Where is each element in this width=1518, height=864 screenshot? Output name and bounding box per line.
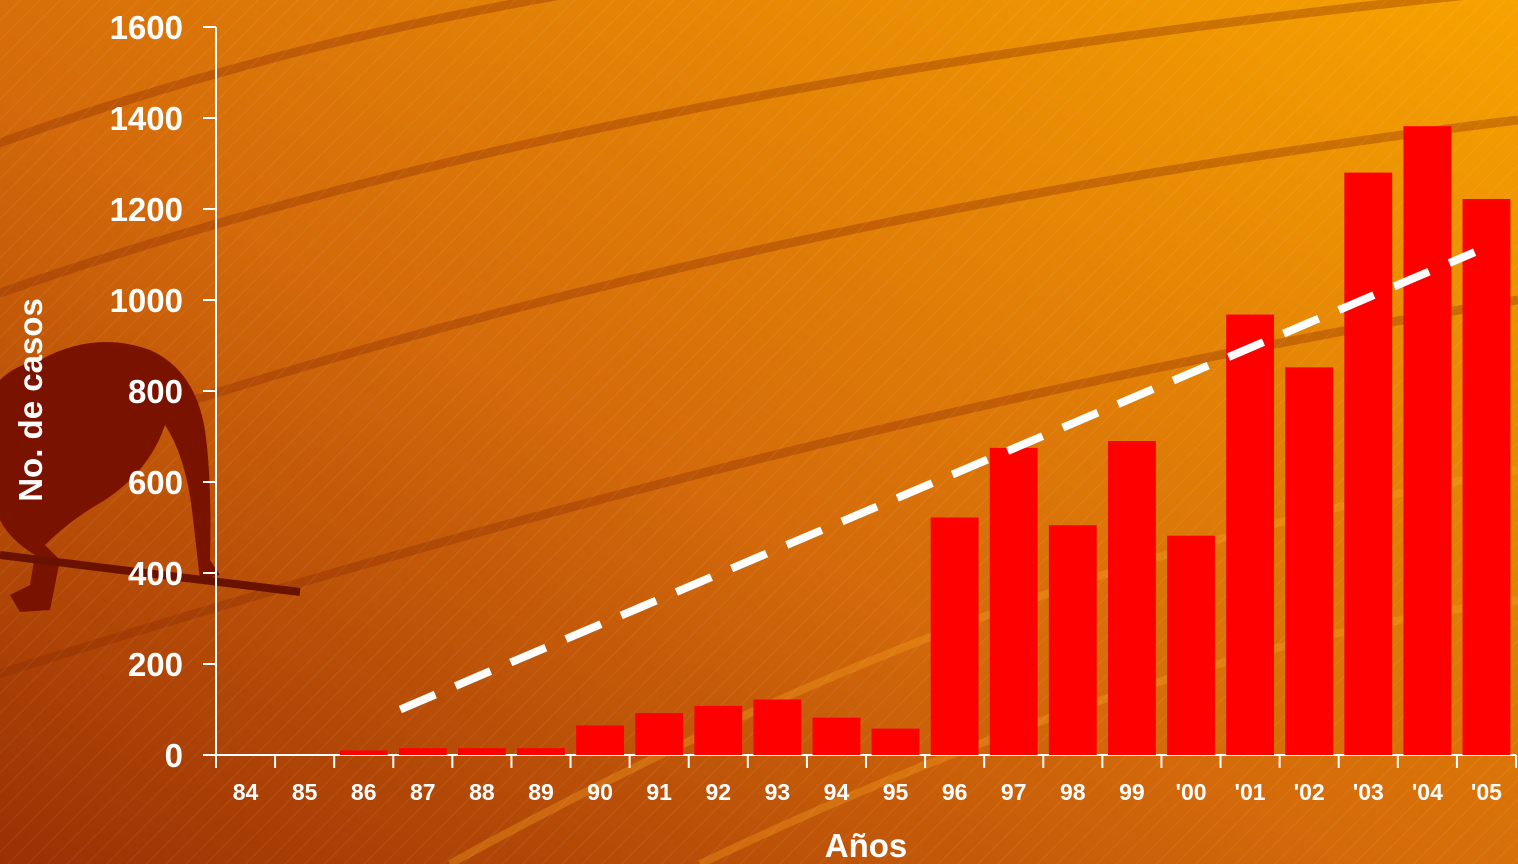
bar [989,447,1038,755]
bar [1344,172,1393,756]
bar [871,728,920,755]
y-tick-label: 600 [128,464,183,501]
x-tick-label: 88 [469,779,495,805]
bar [339,750,388,755]
bars [339,126,1511,756]
bar [930,517,979,755]
bar [635,713,684,755]
y-tick-label: 200 [128,646,183,683]
x-tick-label: '05 [1471,779,1502,805]
x-axis: 84 85 86 87 88 89 90 91 92 93 94 95 96 97 98 99 '00 '01 '0… [215,754,1517,805]
x-tick-label: 91 [646,779,672,805]
bar [1226,314,1275,755]
x-tick-label: 96 [942,779,968,805]
x-tick-label: '01 [1235,779,1266,805]
x-tick-label: 86 [351,779,377,805]
x-tick-label: 87 [410,779,436,805]
x-tick-label: '04 [1412,779,1443,805]
x-tick-label: '00 [1175,779,1206,805]
y-axis: 0 200 400 600 800 1000 1200 1400 1600 [110,9,217,774]
bar [694,705,743,755]
bar [753,699,802,755]
x-tick-label: 89 [528,779,554,805]
y-tick-label: 0 [165,737,183,774]
x-axis-title: Años [825,827,908,864]
starting-line-icon [0,551,301,596]
bar [1462,198,1511,756]
bar [398,748,447,755]
x-tick-label: 84 [233,779,259,805]
x-tick-label: '03 [1353,779,1384,805]
y-tick-label: 1200 [110,191,183,228]
runner-silhouette-icon [0,342,220,612]
x-tick-label: 97 [1001,779,1027,805]
trendline [398,248,1477,714]
x-tick-label: 90 [587,779,613,805]
trendline-group [398,248,1477,714]
x-tick-label: 98 [1060,779,1086,805]
y-tick-label: 1600 [110,9,183,46]
x-tick-label: 94 [824,779,850,805]
bar [1167,535,1215,755]
y-tick-label: 400 [128,555,183,592]
y-tick-label: 1000 [110,282,183,319]
x-tick-label: 85 [292,779,318,805]
y-tick-label: 800 [128,373,183,410]
bar [1107,441,1156,755]
x-tick-label: '02 [1294,779,1325,805]
x-tick-label: 93 [765,779,791,805]
bar [517,748,565,755]
bar [457,748,506,755]
y-axis-title: No. de casos [12,298,49,502]
x-tick-label: 92 [705,779,731,805]
bar [1285,367,1334,755]
bar [812,717,861,755]
x-tick-label: 95 [883,779,909,805]
x-tick-label: 99 [1119,779,1145,805]
bar [1048,525,1097,755]
y-tick-label: 1400 [110,100,183,137]
bar [1403,126,1452,755]
bar [576,725,625,755]
